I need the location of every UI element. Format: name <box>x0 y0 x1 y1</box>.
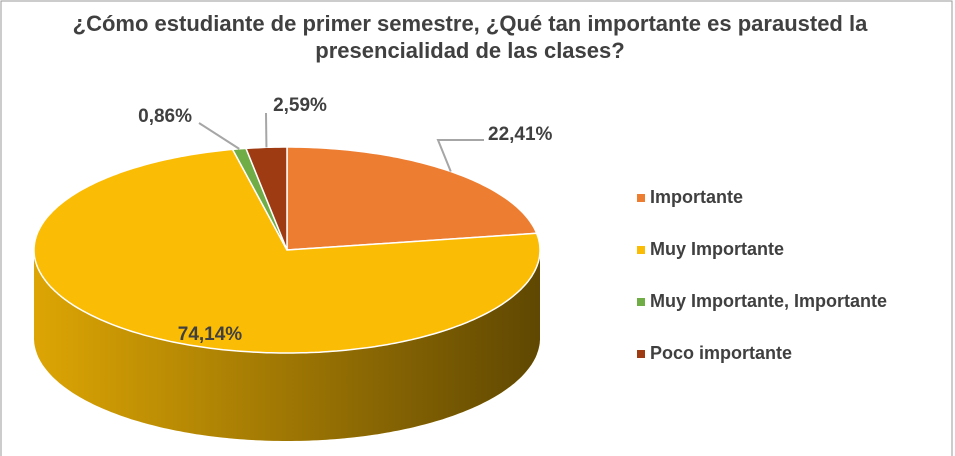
legend-swatch <box>637 298 645 306</box>
data-label: 2,59% <box>273 95 327 116</box>
side-shade <box>34 250 540 441</box>
legend-label: Muy Importante <box>650 239 784 259</box>
leader-line <box>198 122 240 150</box>
slice <box>33 148 541 354</box>
legend-label: Importante <box>650 187 743 207</box>
data-label: 74,14% <box>178 324 243 345</box>
legend-swatch <box>637 350 645 358</box>
legend-label: Muy Importante, Importante <box>650 291 887 311</box>
legend-label: Poco importante <box>650 343 792 363</box>
data-label: 0,86% <box>138 106 192 127</box>
legend-swatch <box>637 194 645 202</box>
slice <box>286 146 538 251</box>
leader-line <box>436 139 484 172</box>
chart-title: ¿Cómo estudiante de primer semestre, ¿Qu… <box>72 11 868 63</box>
legend-swatch <box>637 246 645 254</box>
data-label: 22,41% <box>488 124 553 145</box>
